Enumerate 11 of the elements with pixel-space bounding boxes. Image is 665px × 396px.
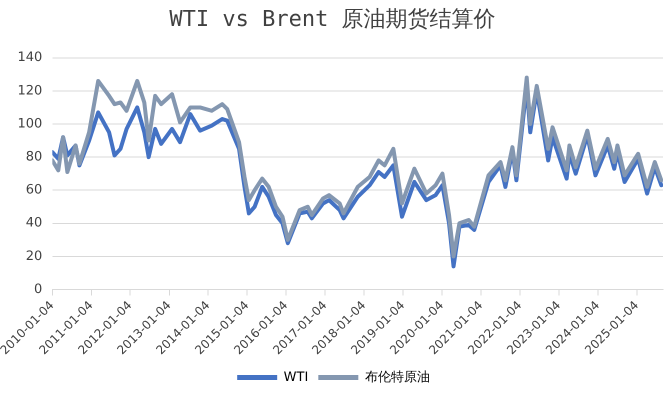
y-tick-label: 40 [26,216,42,231]
y-tick-label: 80 [26,149,42,164]
y-tick-label: 120 [17,83,42,98]
y-tick-label: 60 [26,182,42,198]
y-tick-label: 140 [17,50,42,66]
y-tick-label: 0 [34,282,42,297]
legend-label: WTI [284,370,308,385]
chart-title: WTI vs Brent 原油期货结算价 [168,6,497,34]
y-tick-label: 100 [17,116,42,132]
legend-label: 布伦特原油 [364,370,430,385]
y-tick-label: 20 [26,248,42,264]
